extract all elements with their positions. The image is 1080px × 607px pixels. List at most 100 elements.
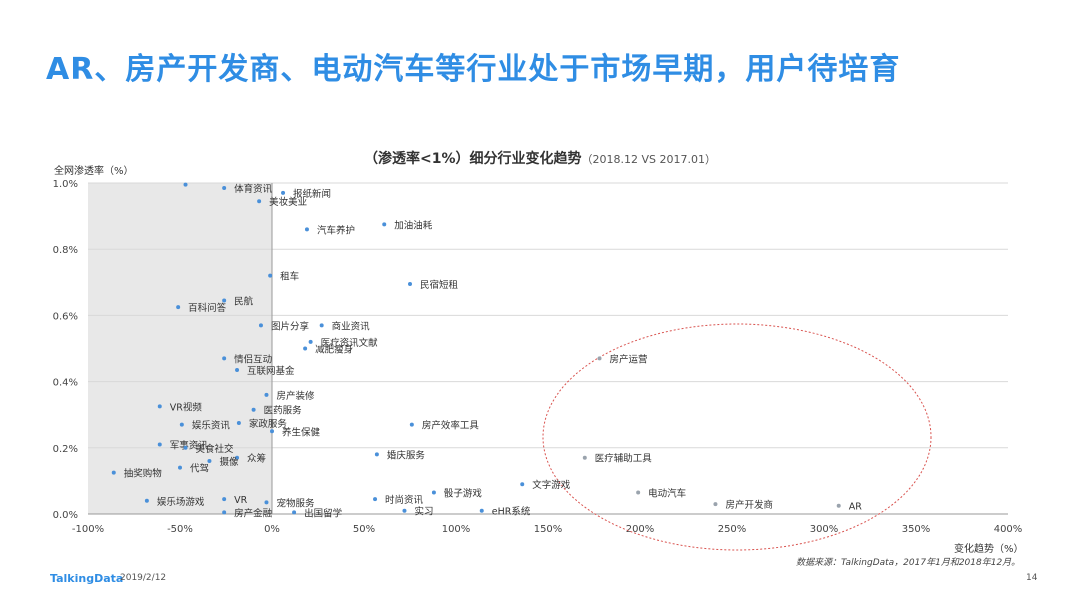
point-label: 百科问答 [188,302,227,314]
point-label: 图片分享 [271,320,309,332]
x-tick-label: 100% [442,524,471,535]
data-point [158,404,162,408]
point-label: 房产效率工具 [422,420,480,432]
point-label: 美妆美业 [269,196,307,208]
brand-logo: TalkingData [50,572,123,585]
data-point [837,504,841,508]
data-point [176,305,180,309]
data-point [402,509,406,513]
point-label: eHR系统 [492,506,531,518]
point-label: 实习 [414,506,433,518]
data-point [222,186,226,190]
x-tick-label: 50% [353,524,375,535]
y-tick-label: 0.2% [53,444,78,455]
y-tick-label: 1.0% [53,179,78,190]
x-tick-label: -50% [167,524,193,535]
data-point [303,347,307,351]
data-point [520,482,524,486]
point-label: 情侣互动 [234,353,272,365]
data-point [410,423,414,427]
data-point [158,442,162,446]
point-label: 众筹 [247,453,266,465]
data-point [178,466,182,470]
data-point [281,191,285,195]
y-tick-label: 0.0% [53,510,78,521]
data-point [235,368,239,372]
data-point [382,222,386,226]
point-label: 医药服务 [264,405,303,417]
x-tick-label: 250% [718,524,747,535]
data-point [432,490,436,494]
point-label: AR [849,502,862,513]
point-label: 商业资讯 [332,320,371,332]
point-label: 租车 [280,271,299,283]
x-axis-label: 变化趋势（%） [954,540,1024,555]
point-label: 民航 [234,296,254,308]
page-number: 14 [1026,573,1037,583]
negative-trend-region [88,183,272,514]
x-tick-label: 300% [810,524,839,535]
data-point [480,509,484,513]
data-point [180,423,184,427]
point-label: 房产金融 [234,507,273,519]
x-tick-label: 0% [264,524,280,535]
point-label: 电动汽车 [648,487,686,499]
point-label: VR视频 [170,401,203,413]
point-label: 房产运营 [610,353,648,365]
point-label: 婚庆服务 [387,449,426,461]
point-label: 养生保健 [282,426,321,438]
data-point [264,500,268,504]
point-label: 娱乐资讯 [192,420,231,432]
x-tick-label: 150% [534,524,563,535]
data-point [207,459,211,463]
data-point [259,323,263,327]
point-label: 骰子游戏 [444,487,483,499]
data-point [257,199,261,203]
data-point [145,499,149,503]
data-point [184,183,188,187]
data-point [373,497,377,501]
point-label: 房产开发商 [725,499,773,511]
data-point [583,456,587,460]
point-label: VR [234,495,247,506]
point-label: 时尚资讯 [385,494,424,506]
data-point [112,471,116,475]
x-tick-label: -100% [72,524,104,535]
x-tick-label: 400% [994,524,1023,535]
y-tick-label: 0.6% [53,311,78,322]
data-point [305,227,309,231]
data-point [408,282,412,286]
x-tick-label: 200% [626,524,655,535]
point-label: 娱乐场游戏 [157,496,205,508]
point-label: 美食社交 [196,443,235,455]
source-note: 数据来源：TalkingData，2017年1月和2018年12月。 [796,555,1020,568]
point-label: 加油油耗 [394,219,433,231]
data-point [598,356,602,360]
data-point [237,421,241,425]
data-point [309,340,313,344]
data-point [636,490,640,494]
data-point [375,452,379,456]
y-tick-label: 0.4% [53,378,78,389]
point-label: 出国留学 [304,507,342,519]
point-label: 房产装修 [276,390,315,402]
y-tick-label: 0.8% [53,245,78,256]
point-label: 汽车养护 [317,224,355,236]
point-label: 摄像 [219,456,239,468]
point-label: 民宿短租 [420,279,459,291]
point-label: 互联网基金 [247,365,295,377]
point-label: 抽奖购物 [124,468,163,480]
data-point [222,299,226,303]
point-label: 代驾 [190,464,209,475]
footer-date: 2019/2/12 [120,573,166,583]
point-label: 减肥瘦身 [315,344,353,356]
point-label: 文字游戏 [532,479,571,491]
point-label: 体育资讯 [234,183,273,195]
data-point [222,356,226,360]
data-point [184,446,188,450]
data-point [713,502,717,506]
point-label: 医疗辅助工具 [595,453,653,465]
data-point [252,408,256,412]
x-tick-label: 350% [902,524,931,535]
